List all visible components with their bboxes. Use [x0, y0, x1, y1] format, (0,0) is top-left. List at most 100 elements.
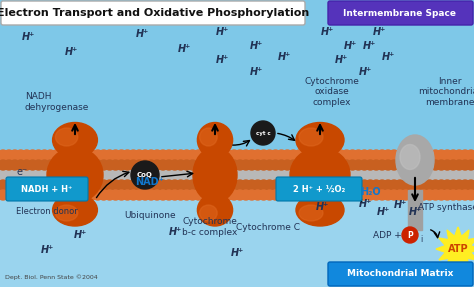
Circle shape	[448, 180, 458, 190]
Circle shape	[63, 150, 73, 160]
Circle shape	[318, 160, 328, 170]
Circle shape	[16, 190, 26, 200]
Circle shape	[193, 150, 203, 160]
Circle shape	[105, 180, 115, 190]
Circle shape	[318, 150, 328, 160]
Text: CoQ: CoQ	[137, 172, 153, 178]
Circle shape	[466, 160, 474, 170]
Circle shape	[46, 150, 55, 160]
Ellipse shape	[197, 194, 233, 226]
Circle shape	[312, 190, 322, 200]
Circle shape	[4, 160, 14, 170]
Text: H⁺: H⁺	[393, 200, 407, 210]
Circle shape	[259, 150, 269, 160]
Circle shape	[306, 180, 316, 190]
Circle shape	[211, 150, 221, 160]
Circle shape	[205, 160, 215, 170]
Circle shape	[336, 190, 346, 200]
Circle shape	[27, 190, 37, 200]
Ellipse shape	[299, 205, 323, 221]
Circle shape	[110, 150, 120, 160]
Circle shape	[430, 180, 440, 190]
Circle shape	[324, 180, 334, 190]
Circle shape	[318, 180, 328, 190]
Ellipse shape	[296, 123, 344, 158]
Circle shape	[170, 160, 180, 170]
Circle shape	[51, 180, 61, 190]
Circle shape	[442, 180, 452, 190]
Circle shape	[158, 150, 168, 160]
Circle shape	[0, 150, 8, 160]
Circle shape	[371, 160, 381, 170]
Circle shape	[336, 150, 346, 160]
Ellipse shape	[197, 123, 233, 158]
Circle shape	[247, 180, 257, 190]
Circle shape	[460, 190, 470, 200]
Circle shape	[235, 190, 245, 200]
Circle shape	[283, 160, 292, 170]
Circle shape	[330, 150, 340, 160]
Circle shape	[442, 150, 452, 160]
Circle shape	[10, 150, 20, 160]
Circle shape	[407, 190, 417, 200]
Ellipse shape	[290, 148, 350, 203]
Circle shape	[377, 150, 387, 160]
Circle shape	[241, 180, 251, 190]
Circle shape	[4, 190, 14, 200]
Circle shape	[264, 150, 274, 160]
Circle shape	[342, 180, 352, 190]
Circle shape	[128, 190, 138, 200]
Ellipse shape	[53, 194, 97, 226]
Circle shape	[223, 160, 233, 170]
Circle shape	[359, 150, 369, 160]
Circle shape	[87, 160, 97, 170]
Text: H⁺: H⁺	[22, 32, 35, 42]
Circle shape	[407, 160, 417, 170]
Circle shape	[259, 160, 269, 170]
Circle shape	[247, 150, 257, 160]
Circle shape	[342, 190, 352, 200]
Circle shape	[211, 160, 221, 170]
Circle shape	[182, 180, 191, 190]
Circle shape	[0, 160, 8, 170]
Ellipse shape	[55, 205, 78, 221]
Circle shape	[110, 180, 120, 190]
Circle shape	[69, 150, 79, 160]
Circle shape	[39, 180, 49, 190]
Circle shape	[0, 180, 8, 190]
Circle shape	[22, 150, 32, 160]
Circle shape	[247, 160, 257, 170]
Circle shape	[22, 190, 32, 200]
Ellipse shape	[55, 128, 78, 146]
Circle shape	[383, 160, 393, 170]
Text: e⁻: e⁻	[17, 167, 27, 177]
Circle shape	[401, 150, 411, 160]
Circle shape	[223, 180, 233, 190]
Circle shape	[271, 150, 281, 160]
Circle shape	[217, 160, 227, 170]
Circle shape	[57, 160, 67, 170]
Circle shape	[389, 150, 399, 160]
Circle shape	[170, 150, 180, 160]
Circle shape	[359, 180, 369, 190]
Circle shape	[117, 190, 127, 200]
Circle shape	[81, 180, 91, 190]
Text: H⁺: H⁺	[376, 207, 390, 217]
Circle shape	[419, 150, 428, 160]
Circle shape	[454, 150, 464, 160]
Circle shape	[4, 180, 14, 190]
Text: H⁺: H⁺	[409, 207, 422, 217]
Circle shape	[347, 160, 357, 170]
Circle shape	[146, 190, 156, 200]
Circle shape	[122, 150, 132, 160]
Circle shape	[164, 150, 174, 160]
Circle shape	[152, 180, 162, 190]
Text: NADH + H⁺: NADH + H⁺	[21, 185, 73, 193]
Circle shape	[300, 150, 310, 160]
Circle shape	[229, 180, 239, 190]
Circle shape	[371, 150, 381, 160]
Circle shape	[395, 180, 405, 190]
Circle shape	[425, 190, 435, 200]
Circle shape	[402, 227, 418, 243]
Circle shape	[389, 180, 399, 190]
